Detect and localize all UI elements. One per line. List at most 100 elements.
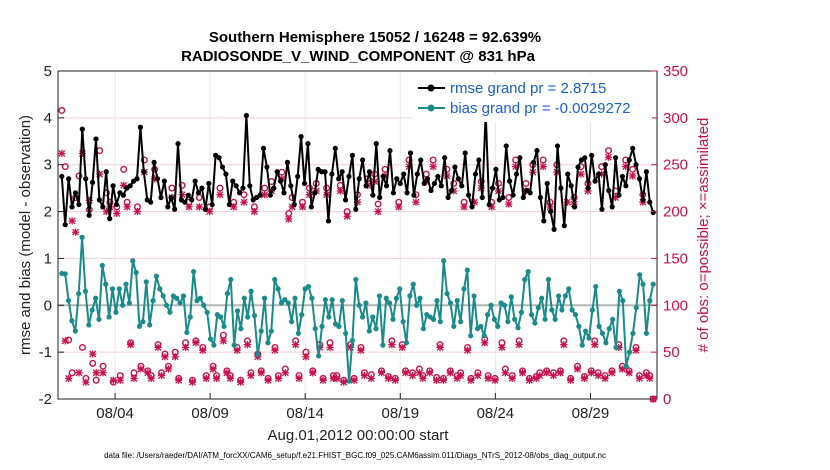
rmse-point [619, 173, 626, 180]
rmse-point [565, 171, 571, 177]
rmse-point [247, 183, 253, 189]
assimilated-obs-point [367, 374, 375, 382]
rmse-point [301, 180, 308, 187]
bias-point [228, 276, 234, 283]
possible-obs-point [604, 147, 612, 155]
rmse-point [401, 171, 407, 177]
assimilated-obs-point [144, 369, 152, 377]
bias-point [562, 293, 568, 299]
rmse-point [510, 192, 516, 198]
assimilated-obs-point [126, 341, 135, 349]
assimilated-obs-point [591, 341, 599, 349]
bias-point [599, 330, 606, 336]
rmse-point [455, 176, 461, 182]
rmse-point [96, 197, 103, 203]
x-tick-label: 08/19 [382, 405, 420, 422]
bias-point [126, 300, 132, 306]
bias-point [643, 330, 650, 336]
bias-point [292, 295, 298, 301]
rmse-point [274, 169, 280, 175]
assimilated-obs-point [171, 353, 179, 361]
bias-point [359, 314, 366, 320]
assimilated-obs-point [340, 378, 348, 386]
rmse-point [407, 150, 414, 156]
rmse-point [445, 194, 451, 201]
bias-point [130, 258, 136, 264]
bias-point [420, 326, 426, 332]
rmse-point [175, 141, 181, 147]
rmse-point [366, 169, 373, 175]
bias-point [593, 283, 599, 290]
assimilated-obs-point [505, 200, 513, 208]
bias-point [299, 312, 305, 318]
assimilated-obs-point [333, 374, 341, 382]
possible-obs-point [261, 184, 269, 192]
assimilated-obs-point [250, 207, 258, 216]
bias-point [106, 314, 112, 320]
rmse-point [534, 148, 540, 154]
rmse-point [86, 212, 92, 218]
bias-point [120, 302, 126, 308]
bias-point [133, 269, 139, 276]
assimilated-obs-point [446, 369, 454, 377]
assimilated-obs-point [608, 369, 616, 377]
y-tick-label: -2 [39, 391, 52, 408]
bias-point [535, 305, 541, 311]
y2-tick-label: 300 [663, 110, 688, 127]
bias-point [495, 323, 501, 329]
bias-point [583, 328, 589, 334]
assimilated-obs-point [113, 209, 121, 218]
rmse-point [503, 143, 509, 149]
y-tick-label: 3 [44, 157, 52, 174]
rmse-point [172, 206, 178, 212]
rmse-point [219, 164, 226, 170]
bias-point [481, 333, 487, 339]
bias-point [434, 298, 440, 304]
bias-point [397, 286, 403, 292]
rmse-point [277, 178, 284, 184]
rmse-point [517, 155, 523, 161]
assimilated-obs-point [161, 353, 169, 361]
rmse-point [465, 192, 472, 198]
rmse-point [161, 178, 167, 184]
rmse-point [89, 179, 96, 186]
bias-point [167, 309, 173, 315]
bias-point [82, 288, 89, 294]
rmse-point [168, 194, 174, 201]
rmse-point [66, 176, 72, 182]
assimilated-obs-point [601, 374, 609, 382]
bias-point [224, 290, 230, 297]
rmse-point [127, 183, 133, 189]
bias-point [184, 329, 190, 336]
bias-point [197, 295, 203, 301]
bias-point [109, 286, 116, 292]
bias-point [174, 295, 180, 301]
rmse-point [373, 141, 379, 147]
bias-point [163, 302, 170, 308]
bias-point [505, 319, 511, 325]
bias-point [637, 272, 643, 278]
bias-point [488, 302, 494, 308]
assimilated-obs-point [247, 371, 255, 380]
possible-obs-point [522, 179, 530, 187]
bias-point [326, 314, 332, 320]
assimilated-obs-point [415, 369, 423, 377]
assimilated-obs-point [130, 374, 138, 382]
bias-point [630, 330, 636, 336]
bias-point [383, 295, 389, 301]
bias-point [447, 300, 454, 306]
bias-point [518, 309, 525, 315]
bias-point [380, 342, 386, 348]
assimilated-obs-point [271, 346, 279, 354]
x-tick-label: 08/09 [191, 405, 229, 422]
bias-point [123, 281, 129, 287]
legend-bias-marker [427, 104, 435, 112]
chart-subtitle: RADIOSONDE_V_WIND_COMPONENT @ 831 hPa [181, 48, 536, 65]
assimilated-obs-point [236, 378, 245, 386]
rmse-point [226, 201, 232, 208]
bias-point [353, 276, 359, 283]
bias-point [62, 271, 68, 277]
rmse-point [383, 183, 390, 189]
rmse-point [571, 204, 578, 210]
rmse-point [243, 112, 250, 119]
